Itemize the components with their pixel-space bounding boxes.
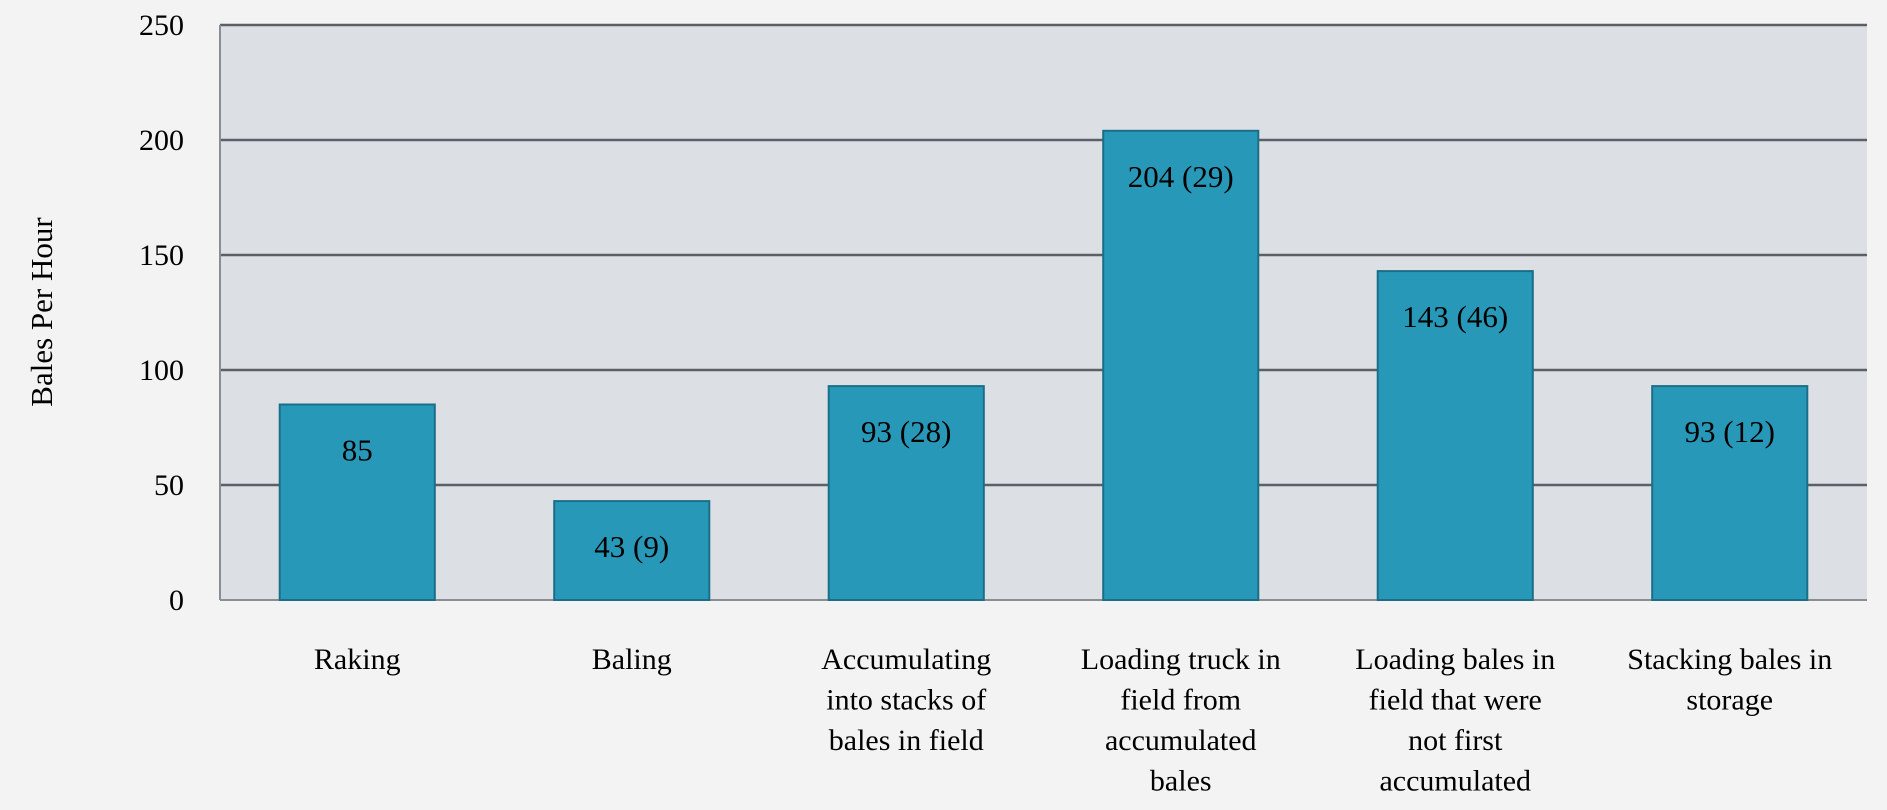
x-category-label: Loading bales in field that were not first… (1355, 643, 1555, 798)
y-axis-label: Bales Per Hour (24, 217, 59, 407)
bar-data-label: 93 (28) (861, 414, 951, 449)
y-tick-label: 0 (169, 584, 184, 617)
bar (1651, 385, 1809, 601)
bar-data-label: 204 (29) (1128, 159, 1234, 194)
bar (553, 500, 711, 602)
x-category-label: Accumulating into stacks of bales in field (821, 643, 991, 757)
bar-data-label: 43 (9) (594, 529, 669, 564)
bar (1102, 129, 1260, 602)
bar-data-label: 143 (46) (1402, 299, 1508, 334)
x-category-label: Stacking bales in storage (1627, 643, 1832, 717)
bar-data-label: 93 (12) (1685, 414, 1775, 449)
gridlines (219, 23, 1867, 601)
bar (827, 385, 985, 601)
y-tick-labels: 0 50 100 150 200 250 (139, 9, 184, 617)
y-tick-label: 100 (139, 354, 184, 387)
y-tick-label: 50 (154, 469, 184, 502)
x-category-label: Baling (592, 643, 672, 676)
x-category-label: Raking (314, 643, 401, 676)
bar (278, 403, 436, 601)
y-tick-label: 250 (139, 9, 184, 42)
bar (1376, 270, 1534, 601)
x-category-label: Loading truck in field from accumulated bal… (1081, 643, 1281, 798)
x-category-labels: Raking Baling Accumulating into stacks of ba… (314, 643, 1832, 798)
y-tick-label: 150 (139, 239, 184, 272)
plot-background (220, 25, 1867, 600)
bar-data-label: 85 (342, 433, 373, 468)
bars: 85 43 (9) 93 (28) 204 (29) 143 (46) 93 (12) (278, 129, 1809, 602)
y-tick-label: 200 (139, 124, 184, 157)
